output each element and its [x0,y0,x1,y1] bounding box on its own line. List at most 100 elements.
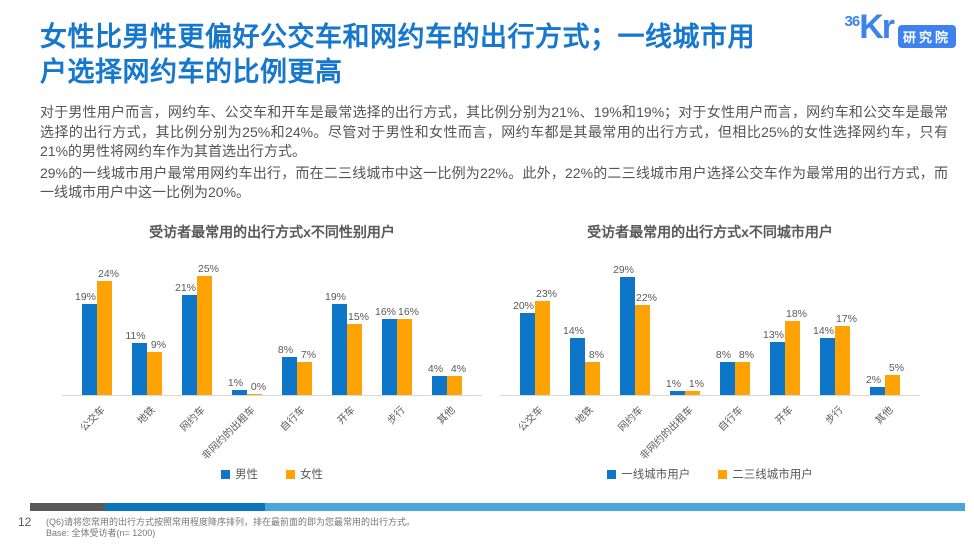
chart-title: 受访者最常用的出行方式x不同性别用户 [149,224,395,240]
bar-group-series-2: 18% [785,308,807,395]
bar [570,337,585,395]
chart-travel-mode-by-gender: 受访者最常用的出行方式x不同性别用户 19% 24% 11% 9% 21% 25% 1% 0%… [62,222,482,482]
bar-value-label: 9% [150,339,167,352]
chart-column: 21% 25% [172,263,222,395]
bar [297,361,312,395]
legend-item: 二三线城市用户 [718,466,813,482]
bar [735,362,750,395]
bar-group-series-1: 1% [228,377,247,395]
bar-value-label: 19% [75,291,97,304]
chart-column: 4% 4% [422,363,472,395]
bar-value-label: 14% [563,324,585,337]
page-number: 12 [18,515,32,529]
footnote-question: (Q6)请将您常用的出行方式按照常用程度降序排列，排在最前面的即为您最常用的出行… [46,517,416,527]
legend-swatch [607,469,617,479]
bar-group-series-2: 1% [685,378,704,395]
chart-column: 11% 9% [122,330,172,395]
bar [182,294,197,395]
bar-value-label: 19% [325,291,347,304]
legend-label: 二三线城市用户 [732,469,813,481]
bar [820,337,835,395]
bar-group-series-2: 25% [197,263,219,395]
bar [785,321,800,395]
x-axis-tick: 其他 [860,396,910,454]
x-axis-tick: 其他 [422,396,472,454]
bar [520,313,535,395]
bar-value-label: 16% [398,305,420,318]
bar-group-series-1: 14% [813,325,835,395]
x-axis-tick: 非网约的出租车 [200,396,272,462]
bar-value-label: 17% [836,312,858,325]
bar-value-label: 1% [227,377,244,390]
bar [720,362,735,395]
bar [870,386,885,395]
bar [835,325,850,395]
bar-group-series-2: 7% [297,349,316,395]
plot-area: 19% 24% 11% 9% 21% 25% 1% 0% 8% 7% 19% 15% 16% 16% 4% 4… [62,252,482,396]
bar [82,304,97,395]
bar-group-series-1: 4% [428,363,447,395]
chart-column: 20% 23% [510,288,560,395]
legend-label: 一线城市用户 [621,469,691,481]
x-axis-tick: 非网约的出租车 [638,396,710,462]
bar-group-series-2: 24% [97,268,119,395]
chart-column: 19% 15% [322,291,372,395]
x-axis: 公交车 地铁 网约车 非网约的出租车 自行车 开车 步行 其他 [62,396,482,462]
bar-group-series-2: 0% [247,381,266,395]
bar-value-label: 14% [813,324,835,337]
bar [347,323,362,395]
bar-value-label: 2% [865,373,882,386]
chart-column: 19% 24% [72,268,122,395]
bar-group-series-1: 11% [125,330,147,395]
footnote-base: Base: 全体受访者(n= 1200) [46,528,156,538]
accent-segment-gray [30,503,105,511]
x-axis-label: 网约车 [616,404,646,434]
bar [132,342,147,395]
accent-segment-light-blue [265,503,965,511]
x-axis-label: 自行车 [278,404,308,434]
bar-group-series-1: 20% [513,300,535,395]
bar [232,390,247,395]
page-title: 女性比男性更偏好公交车和网约车的出行方式；一线城市用 户选择网约车的比例更高 [40,22,755,87]
bar-group-series-1: 2% [866,374,885,395]
bar [620,276,635,395]
footer-accent-bar [30,503,965,511]
bar-value-label: 5% [888,361,905,374]
bar [147,352,162,395]
bar [397,318,412,395]
bar [247,393,262,395]
bar-value-label: 15% [348,310,370,323]
x-axis-label: 公交车 [78,404,108,434]
bar-value-label: 20% [513,300,535,313]
x-axis-tick: 自行车 [710,396,760,454]
legend-swatch [718,469,728,479]
chart-column: 8% 8% [710,349,760,395]
bar-group-series-2: 23% [535,288,557,395]
chart-column: 8% 7% [272,344,322,395]
bar-value-label: 4% [427,362,444,375]
bar-value-label: 13% [763,328,785,341]
x-axis-label: 开车 [335,404,358,427]
accent-segment-dark-blue [105,503,265,511]
bar-group-series-2: 4% [447,363,466,395]
bar-group-series-1: 14% [563,325,585,395]
bar-group-series-1: 1% [666,378,685,395]
body-text: 对于男性用户而言，网约车、公交车和开车是最常选择的出行方式，其比例分别为21%、… [40,103,948,205]
bar [447,375,462,395]
x-axis-label: 其他 [435,404,458,427]
bar-group-series-2: 17% [835,313,857,395]
bar-group-series-2: 15% [347,311,369,395]
bar-group-series-1: 19% [75,291,97,395]
legend-item: 男性 [221,466,258,482]
bar-value-label: 7% [300,348,317,361]
bar-group-series-2: 8% [735,349,754,395]
chart-column: 14% 8% [560,325,610,395]
x-axis-tick: 步行 [372,396,422,454]
bar-value-label: 22% [636,292,658,305]
bar-value-label: 11% [125,329,146,342]
bar-group-series-1: 29% [613,264,635,395]
bar-group-series-2: 16% [397,306,419,395]
x-axis-label: 公交车 [516,404,546,434]
footnotes: (Q6)请将您常用的出行方式按照常用程度降序排列，排在最前面的即为您最常用的出行… [46,517,415,539]
logo-kr-text: Kr [859,8,895,46]
